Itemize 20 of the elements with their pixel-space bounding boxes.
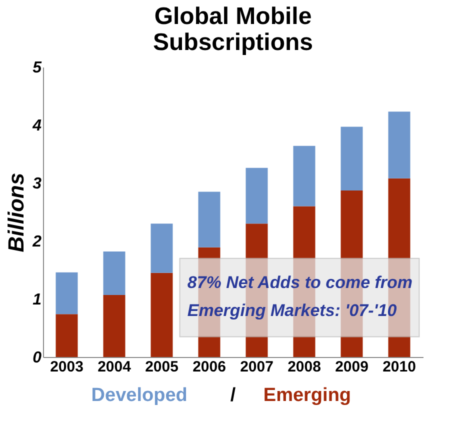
x-tick-label: 2006 bbox=[192, 358, 226, 376]
y-tick-label: 0 bbox=[32, 350, 42, 366]
x-tick-label: 2004 bbox=[98, 358, 132, 376]
text: / bbox=[230, 385, 236, 406]
chart-title: Global Mobile Subscriptions bbox=[152, 3, 314, 56]
text: Developed bbox=[91, 385, 188, 406]
x-tick-label: 2003 bbox=[50, 358, 84, 376]
x-tick-label: 2010 bbox=[382, 358, 416, 376]
x-tick-label: 2008 bbox=[288, 358, 321, 376]
series-label: Emerging bbox=[263, 385, 352, 406]
y-tick-label: 3 bbox=[32, 176, 42, 192]
annotation: 87% Net Adds to come from Emerging Markets: '07-'10 bbox=[187, 273, 413, 320]
y-axis-title: Billions bbox=[4, 172, 29, 252]
x-tick-label: 2005 bbox=[145, 358, 178, 376]
y-tick-label: 5 bbox=[32, 60, 43, 76]
y-tick-label: 1 bbox=[32, 292, 42, 308]
y-tick-label: 2 bbox=[32, 234, 42, 250]
x-tick-label: 2007 bbox=[240, 358, 274, 376]
x-tick-label: 2009 bbox=[335, 358, 368, 376]
y-tick-label: 4 bbox=[32, 118, 42, 134]
